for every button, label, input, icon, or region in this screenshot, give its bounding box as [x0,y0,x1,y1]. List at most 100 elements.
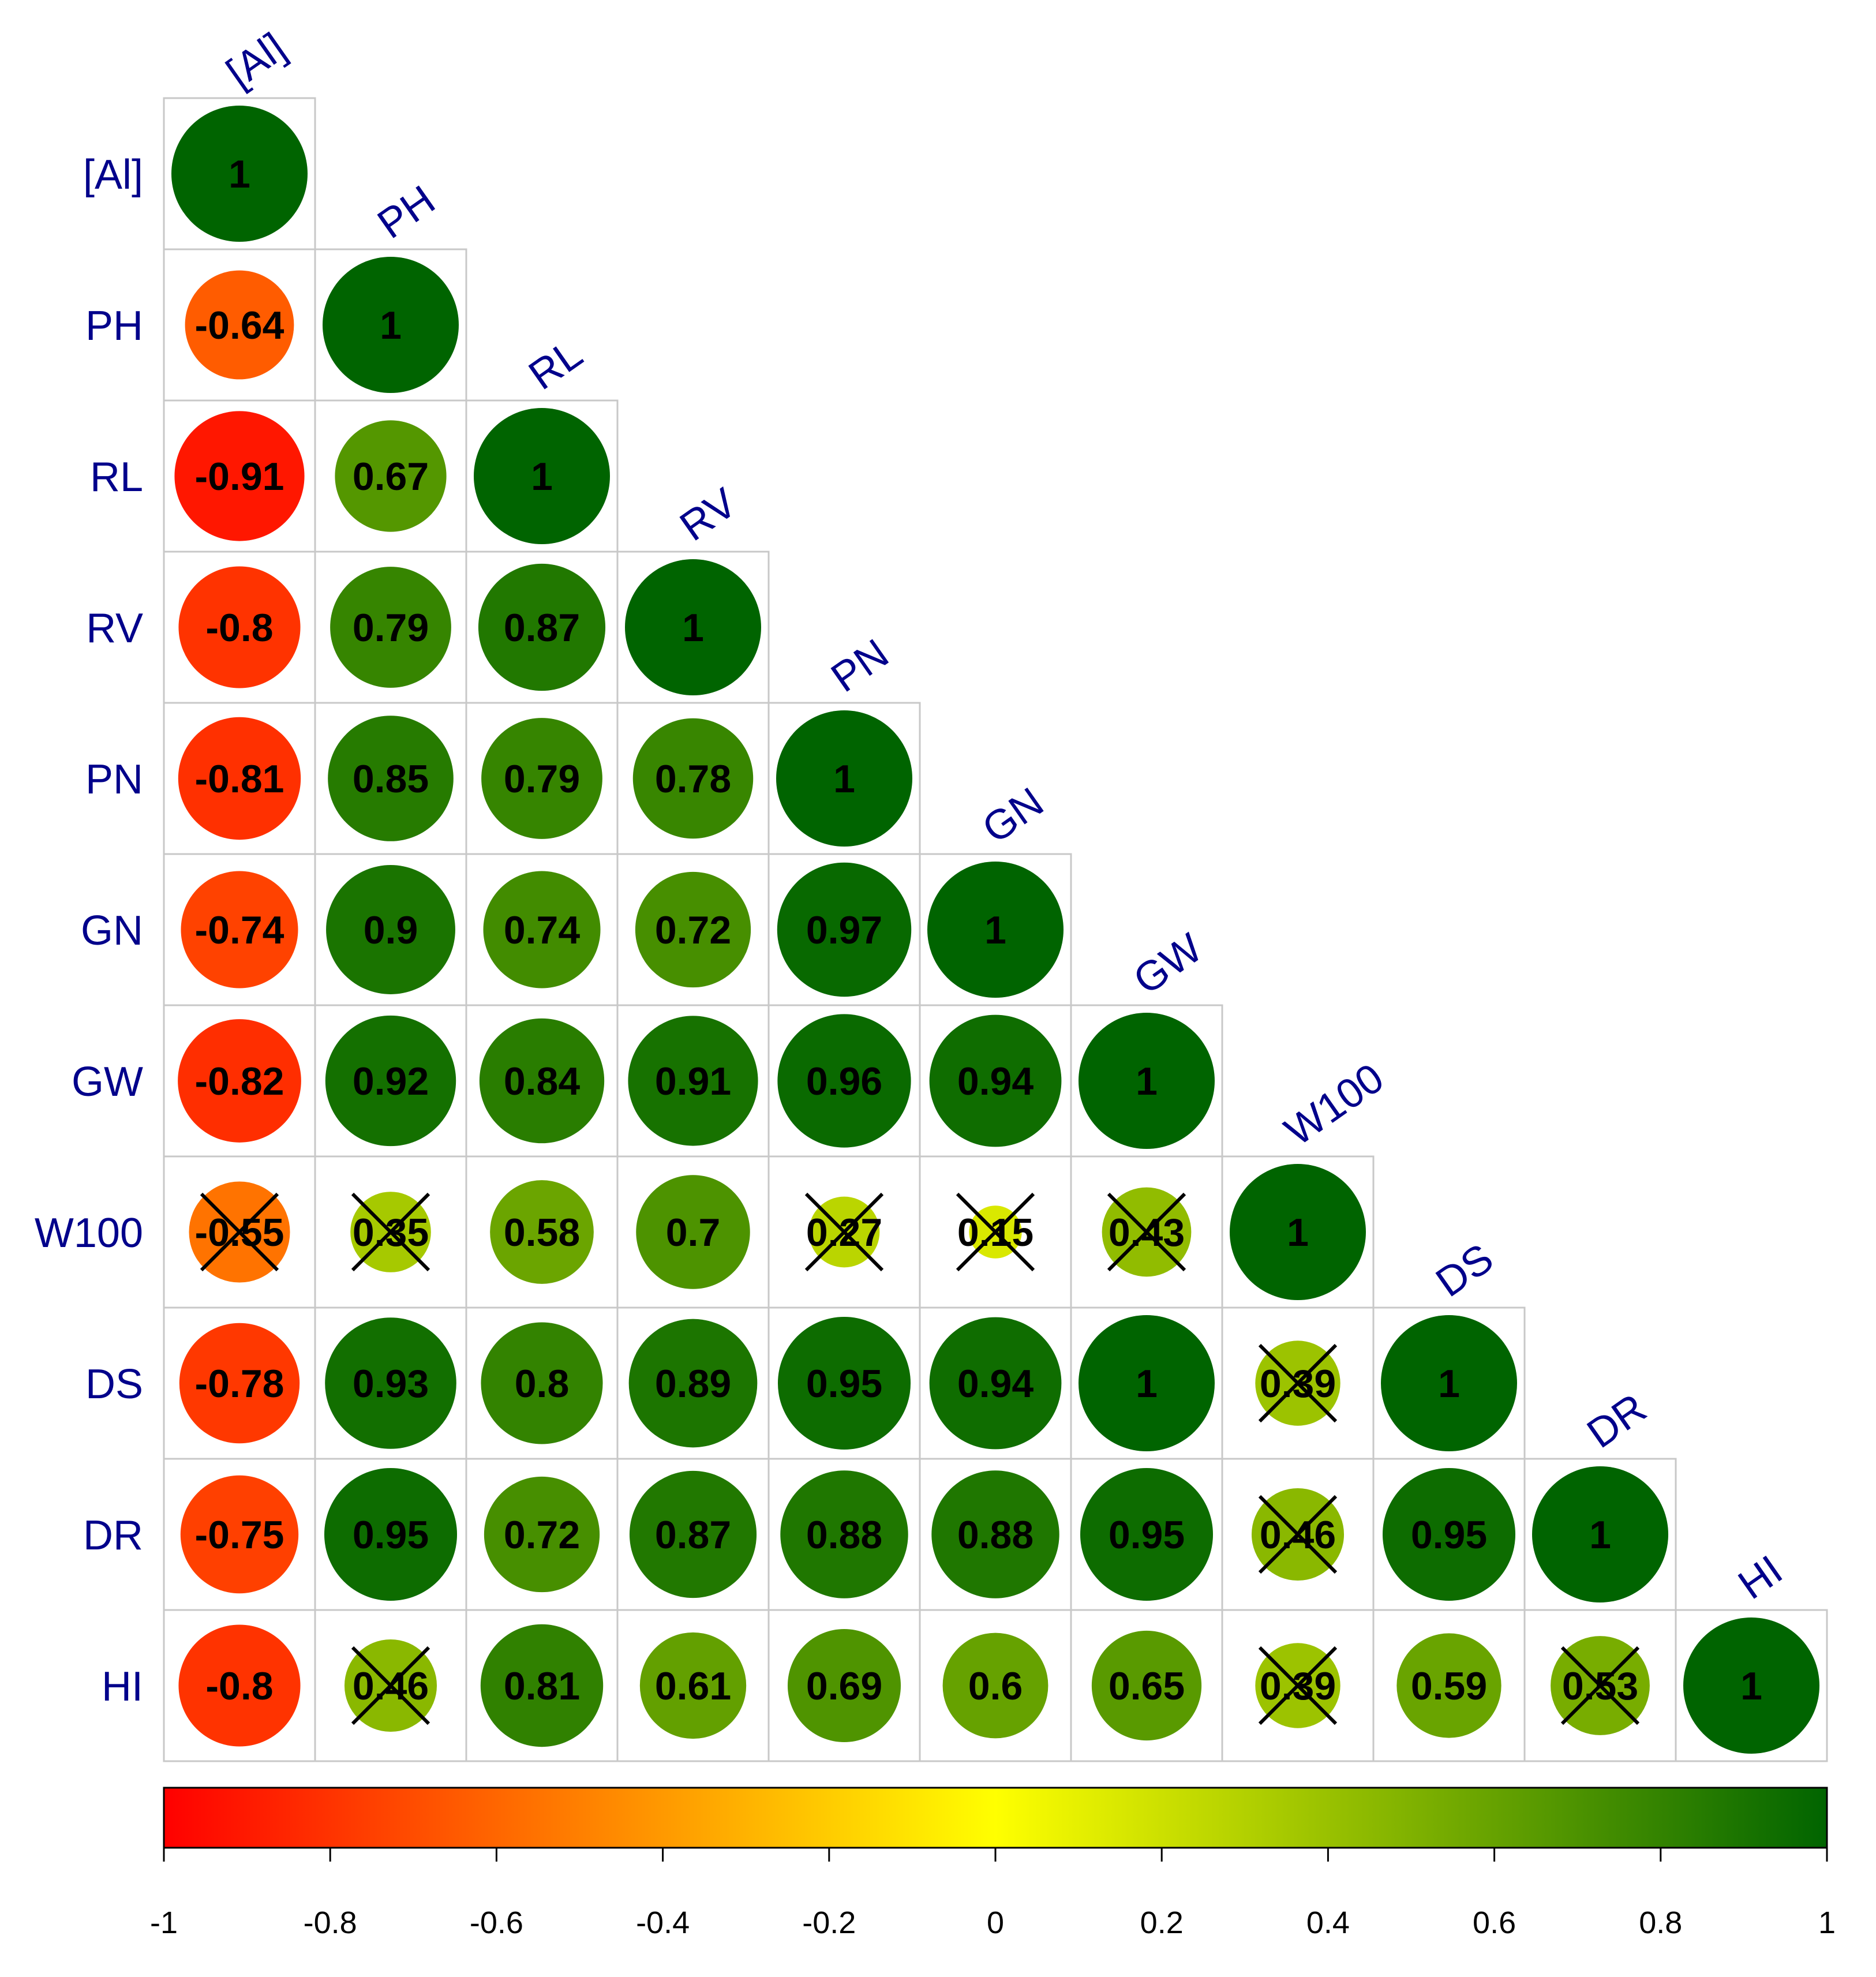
corr-circle [777,1014,911,1148]
colorbar-tick-label: -0.2 [802,1905,856,1940]
row-label: PH [85,303,143,349]
column-label: RV [672,480,745,550]
corr-circle [1091,1630,1202,1741]
corr-value-label: 1 [682,606,704,650]
corr-value-label: 0.6 [968,1664,1023,1708]
corr-value-label: 0.94 [957,1059,1034,1103]
corr-circle [181,871,298,988]
row-label: DS [85,1361,143,1407]
corr-value-label: 0.58 [504,1211,580,1255]
corr-value-label: 1 [229,152,250,196]
column-label: [Al] [218,24,294,96]
not-significant-cross [1560,1646,1640,1725]
not-significant-cross [1258,1646,1338,1725]
corr-circle [1381,1315,1517,1451]
corr-circle [1079,1013,1215,1149]
colorbar-tick-label: -0.6 [470,1905,523,1940]
column-label: GN [974,779,1051,852]
column-label: W100 [1276,1055,1392,1155]
corr-value-label: 0.61 [655,1664,731,1708]
corr-circle [180,1475,299,1594]
colorbar-tick-label: 0.6 [1473,1905,1516,1940]
corr-value-label: 0.96 [806,1059,882,1103]
row-label: GW [72,1059,143,1105]
column-label: GW [1125,924,1210,1004]
corr-circle [178,566,301,688]
colorbar-tick-label: 0 [987,1905,1004,1940]
corr-value-label: 1 [1136,1362,1158,1406]
corr-value-label: 0.94 [957,1362,1034,1406]
corr-circle [481,718,602,839]
corr-value-label: 1 [1287,1211,1309,1255]
corr-circle [483,871,601,988]
corr-circle [942,1632,1049,1739]
corr-circle [625,559,761,695]
corr-value-label: 0.72 [504,1513,580,1557]
corr-circle [929,1317,1062,1450]
corr-value-label: 0.79 [353,606,429,650]
corr-value-label: 0.89 [655,1362,731,1406]
corr-circle [323,257,459,393]
not-significant-cross [1107,1192,1186,1272]
corr-value-label: 0.88 [806,1513,882,1557]
corr-value-label: 0.78 [655,757,731,801]
corr-circle [931,1470,1059,1598]
corr-circle [480,1624,604,1747]
corr-circle [324,1467,458,1601]
corr-circle [171,106,308,242]
corr-circle [780,1470,908,1598]
corr-value-label: -0.64 [195,304,284,347]
not-significant-cross [956,1192,1035,1272]
colorbar-tick-label: 0.2 [1140,1905,1184,1940]
corr-circle [632,718,754,839]
corr-value-label: 1 [833,757,855,801]
column-label: PN [823,630,897,701]
not-significant-cross [351,1192,430,1272]
corr-circle [178,717,301,840]
matrix-grid [163,97,1828,1762]
column-label: RL [521,331,590,399]
corr-circle [777,862,912,997]
corr-value-label: 0.92 [353,1059,429,1103]
corr-value-label: -0.8 [205,606,273,650]
corr-value-label: -0.74 [195,908,284,952]
corr-circle [328,716,454,841]
corr-circle [1080,1467,1214,1601]
corr-circle [474,408,610,544]
corr-value-label: 0.65 [1109,1664,1185,1708]
corr-circle [1382,1467,1516,1601]
corr-circle [629,1470,757,1598]
corr-circle [635,871,751,988]
corr-value-label: 1 [380,304,402,347]
column-label: DS [1428,1235,1501,1306]
colorbar-tick-label: 0.8 [1639,1905,1682,1940]
corr-value-label: 0.95 [1109,1513,1185,1557]
grid-cell [1675,1609,1828,1762]
corr-value-label: 0.79 [504,757,580,801]
corr-circle [1532,1466,1668,1602]
corr-circle [330,567,451,688]
column-label: DR [1579,1385,1654,1457]
corr-circle [484,1476,600,1593]
corr-circle [636,1175,750,1289]
column-label: PH [369,177,443,248]
colorbar-tick-label: -1 [150,1905,178,1940]
corr-circle [787,1628,901,1743]
corr-circle [776,710,912,847]
corr-value-label: 0.97 [806,908,882,952]
corr-circle [185,270,294,380]
corr-value-label: 0.95 [1411,1513,1487,1557]
corr-circle [929,1014,1062,1147]
not-significant-cross [1258,1495,1338,1574]
corr-circle [479,1018,605,1144]
colorbar-gradient [163,1787,1828,1849]
corr-circle [628,1319,758,1448]
corr-value-label: -0.8 [205,1664,273,1708]
corr-circle [490,1180,594,1284]
corr-circle [478,563,606,691]
corr-circle [1230,1164,1366,1300]
corr-value-label: 0.93 [353,1362,429,1406]
corr-circle [1396,1633,1501,1738]
corr-value-label: 1 [1438,1362,1460,1406]
corr-value-label: 0.9 [364,908,418,952]
